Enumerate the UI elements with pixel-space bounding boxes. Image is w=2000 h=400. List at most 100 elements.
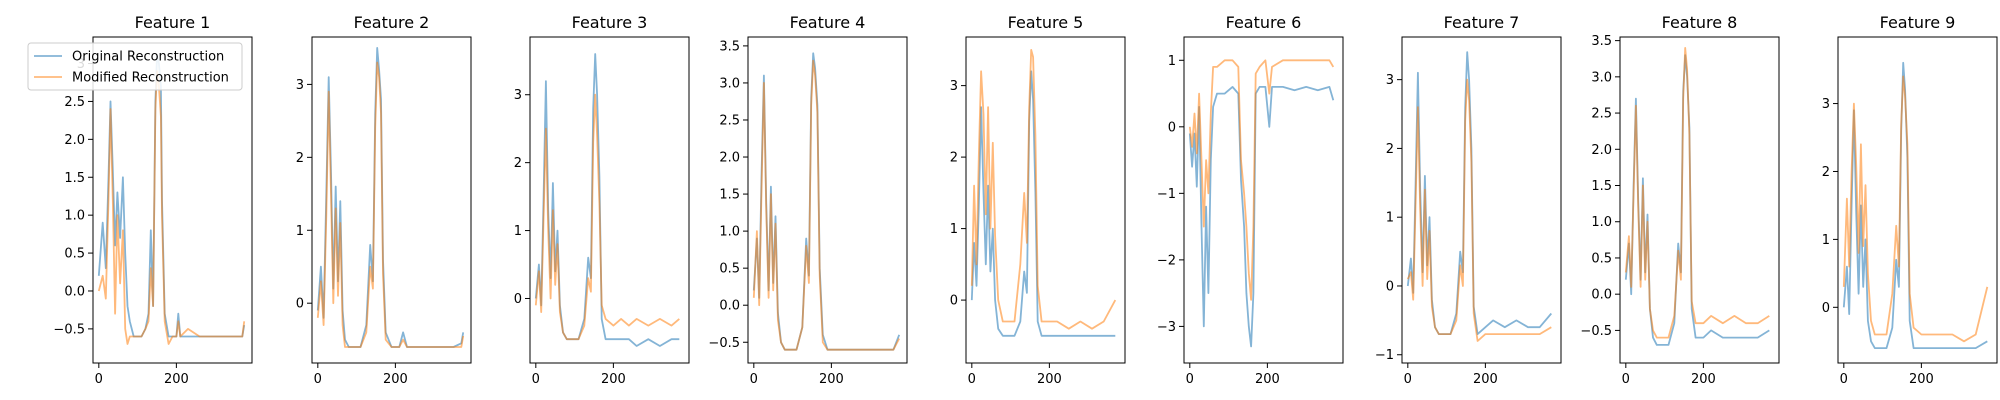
series-line-modified (1624, 47, 1770, 339)
x-tick-label: 0 (1186, 372, 1194, 387)
y-tick-label: 1.0 (719, 225, 740, 240)
x-tick-label: 0 (95, 372, 103, 387)
y-tick-label: −0.5 (53, 322, 85, 337)
series-line-original (316, 47, 465, 348)
y-tick-label: 0.0 (719, 299, 740, 314)
y-tick-label: 0.0 (64, 284, 85, 299)
x-tick-label: 200 (1473, 372, 1498, 387)
plot-frame (1619, 36, 1780, 364)
y-tick-label: 3 (514, 88, 522, 103)
y-tick-label: 3 (950, 79, 958, 94)
y-tick-label: 1.0 (64, 209, 85, 224)
series-line-original (534, 53, 680, 347)
plot-frame (1401, 36, 1562, 364)
y-tick-label: 2 (1386, 142, 1394, 157)
series-line-modified (1406, 78, 1552, 342)
plot-frame (747, 36, 908, 364)
y-tick-label: 0 (514, 292, 522, 307)
y-tick-label: 0 (1822, 301, 1830, 316)
legend-label-modified: Modified Reconstruction (72, 71, 229, 86)
y-tick-label: −1 (1375, 348, 1394, 363)
y-tick-label: 1 (1386, 211, 1394, 226)
y-tick-label: 1 (1168, 54, 1176, 69)
feature-panel-3: Feature 3 0 200 0 1 2 3 (514, 13, 690, 387)
y-tick-label: 2 (296, 151, 304, 166)
y-tick-label: 3.0 (719, 76, 740, 91)
y-tick-label: 2 (1822, 165, 1830, 180)
x-tick-label: 200 (164, 372, 189, 387)
x-tick-label: 0 (314, 372, 322, 387)
legend: Original Reconstruction Modified Reconstr… (27, 42, 243, 91)
series-line-modified (970, 49, 1117, 330)
y-tick-label: 0.5 (1591, 251, 1612, 266)
y-tick-label: 0 (1168, 120, 1176, 135)
y-tick-label: −3 (1157, 320, 1176, 335)
y-tick-label: 2.5 (719, 113, 740, 128)
y-tick-label: 1 (296, 224, 304, 239)
x-tick-label: 0 (1840, 372, 1848, 387)
y-tick-label: 3.0 (1591, 70, 1612, 85)
series-line-original (1842, 61, 1988, 349)
series-line-modified (752, 59, 900, 351)
y-tick-label: −1 (1157, 187, 1176, 202)
y-tick-label: 2.5 (64, 95, 85, 110)
x-tick-label: 200 (383, 372, 408, 387)
feature-panel-2: Feature 2 0 200 0 1 2 3 (296, 13, 472, 387)
x-tick-label: 200 (601, 372, 626, 387)
plot-frame (529, 36, 690, 364)
panel-title: Feature 1 (135, 13, 211, 32)
x-tick-label: 200 (1037, 372, 1062, 387)
y-tick-label: 3.5 (1591, 34, 1612, 49)
y-tick-label: 0 (950, 294, 958, 309)
y-tick-label: 1.5 (719, 188, 740, 203)
panel-title: Feature 3 (572, 13, 648, 32)
y-tick-label: 1.0 (1591, 215, 1612, 230)
panel-title: Feature 9 (1880, 13, 1956, 32)
feature-panel-5: Feature 5 0 200 0 1 2 3 (950, 13, 1126, 387)
y-tick-label: −0.5 (1580, 324, 1612, 339)
series-line-original (1406, 51, 1552, 335)
panel-title: Feature 8 (1662, 13, 1738, 32)
x-tick-label: 200 (1909, 372, 1934, 387)
x-tick-label: 0 (532, 372, 540, 387)
y-tick-label: 3 (1386, 73, 1394, 88)
y-tick-label: −0.5 (708, 336, 740, 351)
x-tick-label: 0 (1404, 372, 1412, 387)
y-tick-label: 1 (950, 222, 958, 237)
y-tick-label: 2.5 (1591, 107, 1612, 122)
series-line-modified (1842, 75, 1989, 343)
y-tick-label: 2 (950, 151, 958, 166)
y-tick-label: 1.5 (1591, 179, 1612, 194)
feature-panel-9: Feature 9 0 200 0 1 2 3 (1822, 13, 1998, 387)
series-line-modified (316, 61, 465, 348)
y-tick-label: 3.5 (719, 39, 740, 54)
panel-title: Feature 2 (354, 13, 430, 32)
feature-panel-6: Feature 6 0 200 −3 −2 −1 0 1 (1157, 13, 1344, 387)
panel-title: Feature 4 (790, 13, 866, 32)
x-tick-label: 0 (1622, 372, 1630, 387)
y-tick-label: 0 (1386, 279, 1394, 294)
y-tick-label: 2.0 (64, 133, 85, 148)
series-line-modified (97, 70, 246, 345)
plot-frame (311, 36, 472, 364)
y-tick-label: 3 (296, 78, 304, 93)
series-line-original (1188, 86, 1335, 348)
y-tick-label: 0 (296, 297, 304, 312)
plot-frame (1837, 36, 1998, 364)
legend-box (27, 42, 243, 91)
x-tick-label: 200 (1691, 372, 1716, 387)
feature-panel-8: Feature 8 0 200 −0.5 0.0 0.5 1.0 1.5 2.0 2.5 3.0 3.… (1580, 13, 1780, 387)
panel-title: Feature 5 (1008, 13, 1084, 32)
y-tick-label: 1 (514, 224, 522, 239)
x-tick-label: 0 (750, 372, 758, 387)
y-tick-label: 0.0 (1591, 288, 1612, 303)
panel-title: Feature 7 (1444, 13, 1520, 32)
y-tick-label: 3 (1822, 97, 1830, 112)
feature-panel-7: Feature 7 0 200 −1 0 1 2 3 (1375, 13, 1562, 387)
y-tick-label: 0.5 (64, 247, 85, 262)
plot-frame (92, 36, 253, 364)
series-line-original (97, 55, 246, 338)
y-tick-label: 0.5 (719, 262, 740, 277)
series-line-modified (1188, 59, 1335, 301)
